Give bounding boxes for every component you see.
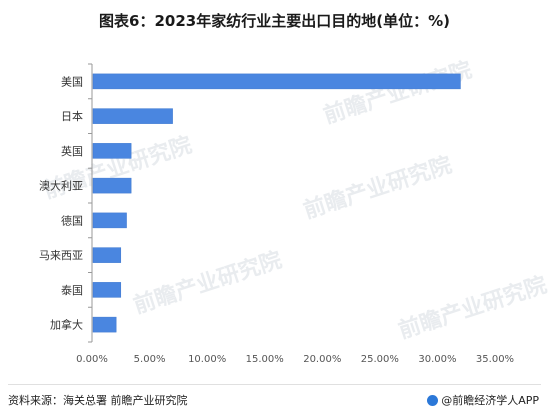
bar bbox=[92, 177, 132, 194]
bar bbox=[92, 282, 122, 298]
bar bbox=[92, 73, 461, 90]
chart-title: 图表6：2023年家纺行业主要出口目的地(单位：%) bbox=[99, 12, 450, 30]
x-tick-label: 10.00% bbox=[188, 354, 226, 365]
category-label: 日本 bbox=[61, 109, 83, 123]
x-tick-label: 30.00% bbox=[418, 354, 456, 365]
category-label: 德国 bbox=[61, 213, 83, 227]
bar bbox=[92, 316, 117, 333]
footer-divider bbox=[8, 384, 541, 385]
x-tick-label: 25.00% bbox=[361, 354, 399, 365]
brand-credit[interactable]: @前瞻经济学人APP bbox=[427, 392, 539, 408]
bar bbox=[92, 143, 132, 159]
x-tick-label: 5.00% bbox=[134, 354, 166, 365]
category-label: 马来西亚 bbox=[39, 249, 83, 262]
category-label: 英国 bbox=[61, 144, 83, 158]
brand-logo-icon bbox=[427, 394, 439, 406]
bar bbox=[92, 247, 122, 263]
x-tick-label: 0.00% bbox=[76, 354, 108, 365]
brand-label: @前瞻经济学人APP bbox=[441, 394, 539, 407]
category-label: 美国 bbox=[61, 75, 83, 88]
bar bbox=[92, 108, 173, 124]
category-label: 加拿大 bbox=[50, 318, 83, 332]
category-label: 澳大利亚 bbox=[39, 179, 83, 193]
x-tick-label: 20.00% bbox=[303, 354, 341, 365]
x-tick-label: 15.00% bbox=[246, 354, 284, 365]
category-label: 泰国 bbox=[61, 283, 83, 297]
x-tick-label: 35.00% bbox=[476, 354, 514, 365]
source-note: 资料来源：海关总署 前瞻产业研究院 bbox=[8, 394, 188, 407]
bar bbox=[92, 212, 127, 229]
